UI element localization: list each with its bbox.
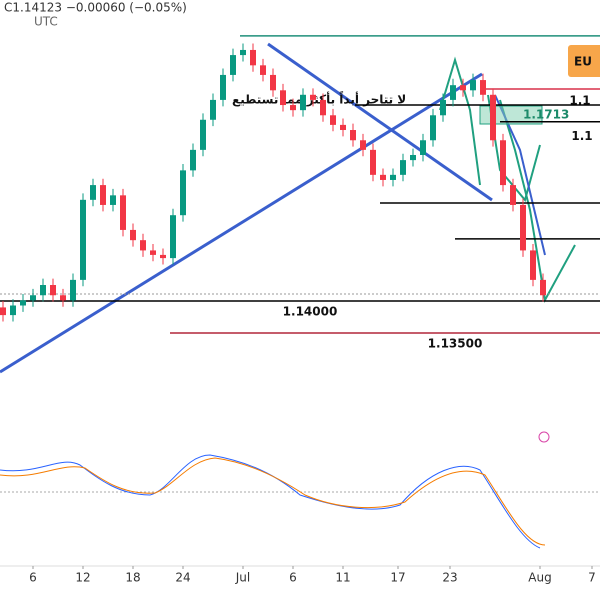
trendline (0, 72, 483, 374)
candle-body (210, 99, 216, 120)
candle-body (180, 170, 186, 216)
candle-body (120, 195, 126, 230)
x-tick-label: 23 (442, 571, 457, 585)
level-label: 1.1 (569, 94, 590, 108)
candle-body (340, 124, 346, 131)
candle-body (300, 94, 306, 111)
event-icon (538, 431, 550, 443)
candle-body (200, 119, 206, 150)
candle-body (350, 130, 356, 141)
candle-body (400, 160, 406, 175)
candle-body (480, 80, 486, 95)
x-tick-label: 12 (75, 571, 90, 585)
x-tick-label: Aug (528, 571, 551, 585)
candle-body (170, 215, 176, 259)
candle-body (320, 99, 326, 116)
candle-body (90, 185, 96, 200)
candle-body (440, 99, 446, 116)
x-tick-label: 24 (175, 571, 190, 585)
candle-body (190, 149, 196, 171)
arrow-path (499, 99, 576, 304)
annotation: لا تتاجر أبداً بأكثر مما تستطيع (232, 91, 406, 107)
candle-body (80, 199, 86, 280)
x-tick-label: 18 (125, 571, 140, 585)
candle-body (150, 250, 156, 255)
x-tick-label: Jul (235, 571, 250, 585)
candle-body (10, 305, 16, 316)
symbol-badge (568, 45, 600, 77)
x-tick-label: 6 (29, 571, 37, 585)
candle-body (110, 195, 116, 205)
drawings (0, 42, 600, 374)
candle-body (410, 154, 416, 161)
level-label: 1.1 (571, 129, 592, 143)
candle-body (460, 85, 466, 91)
zone-label: 1.1713 (523, 108, 569, 122)
level-label: 1.14000 (283, 305, 338, 319)
candle-body (240, 49, 246, 56)
candle-body (100, 185, 106, 205)
candle-body (160, 254, 166, 259)
x-tick-label: 6 (289, 571, 297, 585)
timezone: UTC (34, 15, 58, 29)
x-tick-label: 17 (390, 571, 405, 585)
x-tick-label: 7 (588, 571, 596, 585)
candle-body (140, 240, 146, 251)
symbol: EU (574, 55, 592, 69)
candle-body (470, 80, 476, 91)
candle-body (430, 115, 436, 141)
x-tick-label: 11 (335, 571, 350, 585)
candle-body (50, 285, 56, 296)
candle-body (250, 49, 256, 66)
candle-body (220, 74, 226, 100)
candle-body (380, 174, 386, 180)
candle-body (370, 149, 376, 175)
candle-body (280, 90, 286, 106)
candle-body (530, 250, 536, 280)
candle-body (420, 140, 426, 155)
candle-body (540, 279, 546, 296)
header: C1.14123 −0.00060 (−0.05%) (4, 1, 187, 15)
level-label: 1.13500 (428, 337, 483, 351)
candle-body (30, 295, 36, 301)
candle-body (330, 115, 336, 125)
candle-body (40, 285, 46, 296)
candle-body (130, 229, 136, 241)
trendline (267, 42, 493, 202)
candle-body (360, 140, 366, 150)
candle-body (260, 65, 266, 75)
candle-body (390, 174, 396, 180)
candle-body (70, 279, 76, 301)
candle-body (20, 300, 26, 306)
candle-body (490, 94, 496, 141)
candle-body (500, 140, 506, 186)
candle-body (450, 85, 456, 100)
candle-body (520, 204, 526, 251)
candle-body (270, 74, 276, 91)
candle-body (230, 55, 236, 75)
candle-body (290, 105, 296, 111)
candle-body (510, 185, 516, 205)
candle-body (310, 94, 316, 100)
signal-line (0, 457, 546, 546)
candle-body (0, 307, 6, 316)
candle-body (60, 295, 66, 301)
